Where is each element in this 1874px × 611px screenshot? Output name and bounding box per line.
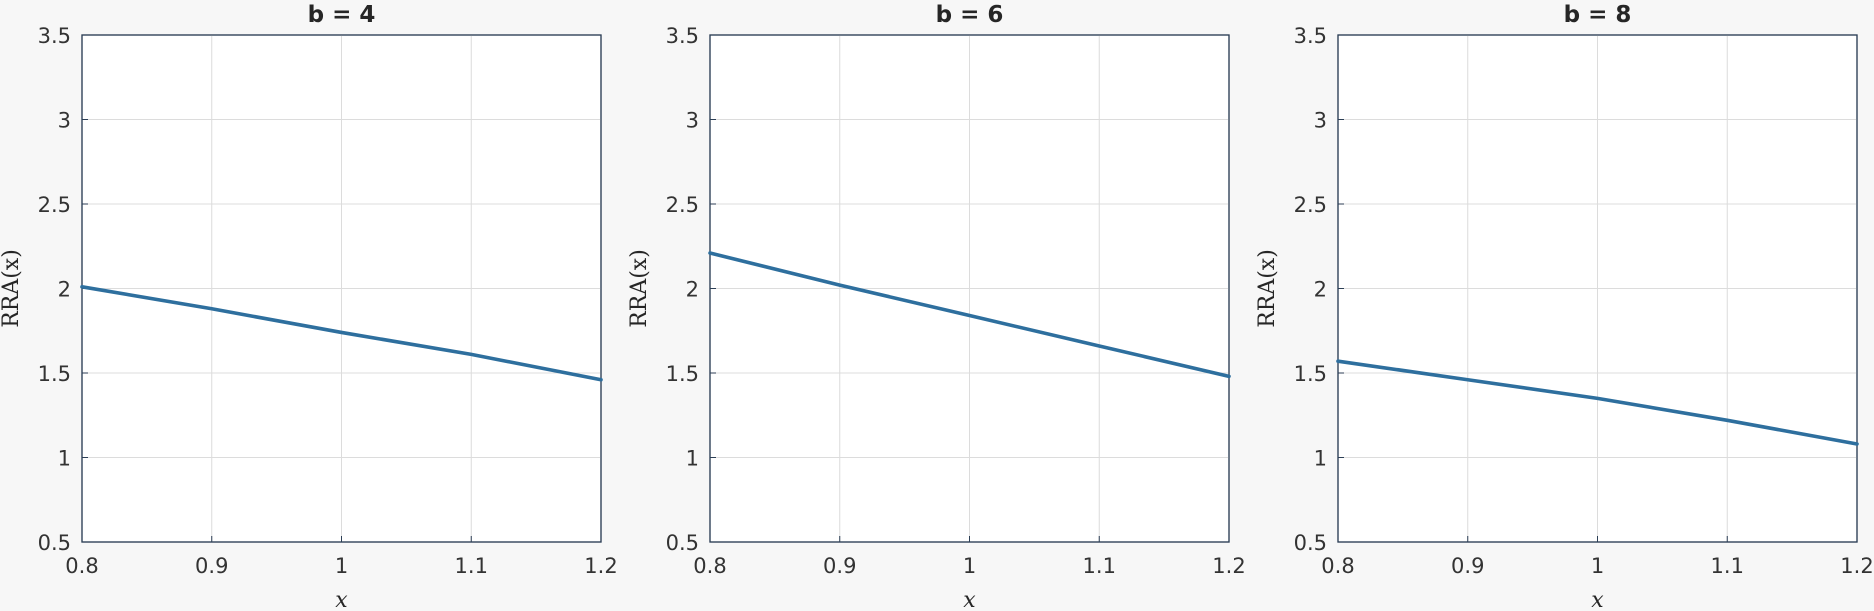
x-tick-label: 1 — [1591, 554, 1604, 578]
x-tick-label: 0.9 — [1451, 554, 1484, 578]
x-tick-label: 1 — [963, 554, 976, 578]
subplot-1: 0.8 0.9 1 1.1 1.2 0.5 1 1.5 2 2.5 3 3.5 b = 4 x RRA(x) — [0, 2, 618, 611]
x-tick-label: 0.9 — [195, 554, 228, 578]
y-tick-label: 2.5 — [666, 193, 699, 217]
y-tick-label: 3 — [1314, 109, 1327, 133]
y-axis-label: RRA(x) — [0, 249, 24, 328]
subplot-title: b = 4 — [308, 2, 376, 28]
plot-frame — [709, 34, 1230, 543]
subplot-3: 0.8 0.9 1 1.1 1.2 0.5 1 1.5 2 2.5 3 3.5 b = 8 x RRA(x) — [1255, 2, 1874, 611]
y-tick-label: 1.5 — [666, 362, 699, 386]
x-tick-label: 0.8 — [65, 554, 98, 578]
x-tick-label: 1.1 — [1083, 554, 1116, 578]
x-tick-label: 1.1 — [455, 554, 488, 578]
x-tick-label: 0.8 — [1321, 554, 1354, 578]
y-tick-label: 1.5 — [38, 362, 71, 386]
x-tick-label: 1.2 — [1212, 554, 1245, 578]
subplot-title: b = 6 — [936, 2, 1004, 28]
x-axis-label: x — [335, 588, 348, 611]
x-axis-label: x — [963, 588, 976, 611]
plot-frame — [1337, 34, 1858, 543]
x-axis-label: x — [1591, 588, 1604, 611]
x-tick-label: 1.1 — [1711, 554, 1744, 578]
y-axis-label: RRA(x) — [627, 249, 652, 328]
y-tick-label: 2.5 — [38, 193, 71, 217]
series-line — [708, 251, 1231, 379]
y-tick-label: 2 — [1314, 278, 1327, 302]
subplot-title: b = 8 — [1564, 2, 1632, 28]
y-tick-label: 3.5 — [666, 24, 699, 48]
x-tick-label: 1 — [335, 554, 348, 578]
y-tick-label: 3 — [58, 109, 71, 133]
y-tick-label: 0.5 — [1294, 531, 1327, 555]
subplot-2: 0.8 0.9 1 1.1 1.2 0.5 1 1.5 2 2.5 3 3.5 b = 6 x RRA(x) — [627, 2, 1246, 611]
y-tick-label: 3 — [686, 109, 699, 133]
y-tick-label: 1 — [58, 447, 71, 471]
y-tick-label: 1 — [1314, 447, 1327, 471]
x-tick-label: 1.2 — [584, 554, 617, 578]
y-tick-label: 2 — [686, 278, 699, 302]
series-line — [80, 285, 603, 382]
y-tick-label: 1 — [686, 447, 699, 471]
y-tick-label: 3.5 — [1294, 24, 1327, 48]
y-tick-label: 1.5 — [1294, 362, 1327, 386]
y-tick-label: 2.5 — [1294, 193, 1327, 217]
series-line — [1336, 359, 1859, 446]
x-tick-label: 1.2 — [1840, 554, 1873, 578]
y-tick-label: 2 — [58, 278, 71, 302]
y-tick-label: 0.5 — [666, 531, 699, 555]
x-tick-label: 0.8 — [693, 554, 726, 578]
y-axis-label: RRA(x) — [1255, 249, 1280, 328]
x-tick-label: 0.9 — [823, 554, 856, 578]
y-tick-label: 0.5 — [38, 531, 71, 555]
y-tick-label: 3.5 — [38, 24, 71, 48]
